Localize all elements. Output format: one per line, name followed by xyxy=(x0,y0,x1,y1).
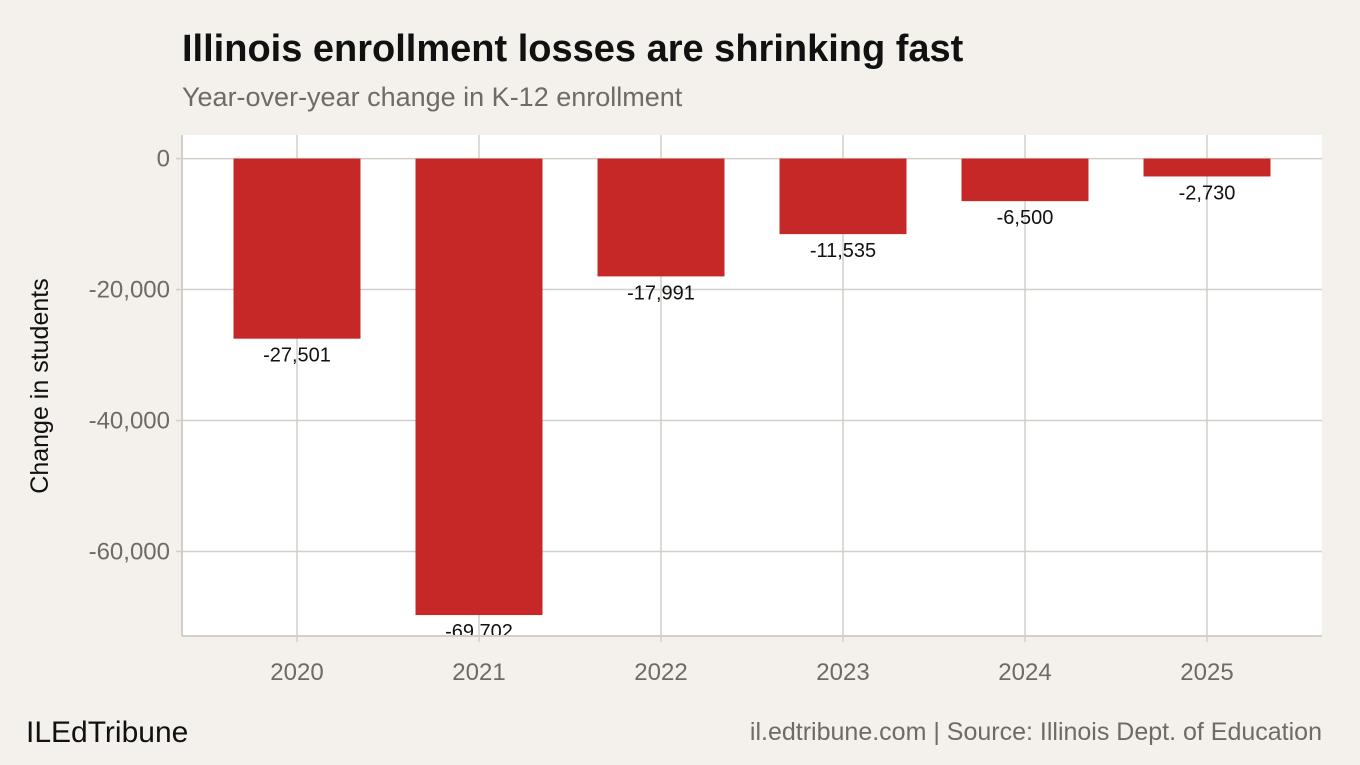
x-tick-label: 2021 xyxy=(452,659,505,686)
source-note: il.edtribune.com | Source: Illinois Dept… xyxy=(749,718,1322,746)
x-tick-label: 2023 xyxy=(816,659,869,686)
y-tick-label: -40,000 xyxy=(89,408,170,435)
brand-logo-text: ILEdTribune xyxy=(26,716,189,749)
bar-2020 xyxy=(233,158,361,339)
chart-subtitle: Year-over-year change in K-12 enrollment xyxy=(182,82,683,112)
bar-2021 xyxy=(415,158,543,616)
data-label-2022: -17,991 xyxy=(627,282,695,304)
y-tick-label: 0 xyxy=(157,146,170,173)
bar-2024 xyxy=(961,158,1089,202)
data-label-2020: -27,501 xyxy=(263,345,331,367)
y-tick-label: -20,000 xyxy=(89,277,170,304)
x-tick-label: 2020 xyxy=(270,659,323,686)
y-tick-label: -60,000 xyxy=(89,539,170,566)
data-label-2025: -2,730 xyxy=(1179,182,1236,204)
data-label-2023: -11,535 xyxy=(810,240,876,262)
bar-2023 xyxy=(779,158,907,235)
x-tick-label: 2025 xyxy=(1180,659,1233,686)
plot-panel xyxy=(182,135,1322,636)
data-label-2021: -69,702 xyxy=(445,621,513,643)
chart-title: Illinois enrollment losses are shrinking… xyxy=(182,28,964,70)
bar-2022 xyxy=(597,158,725,277)
x-tick-label: 2024 xyxy=(998,659,1051,686)
x-tick-label: 2022 xyxy=(634,659,687,686)
bar-2025 xyxy=(1143,158,1271,177)
data-label-2024: -6,500 xyxy=(997,207,1054,229)
y-axis-label: Change in students xyxy=(26,278,54,493)
